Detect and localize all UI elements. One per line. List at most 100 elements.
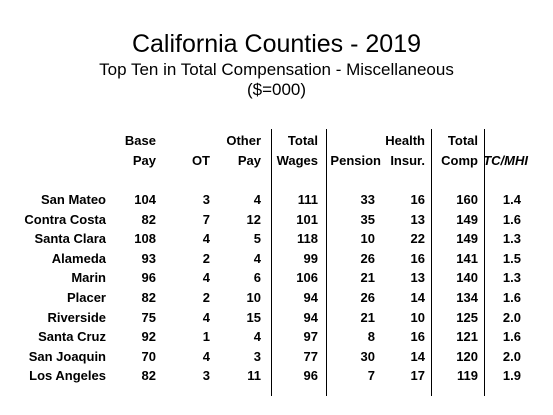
header-ot: OT xyxy=(191,153,210,168)
total-wages-value: 77 xyxy=(303,349,318,364)
pension-value: 35 xyxy=(360,212,375,227)
county-name: San Joaquin xyxy=(28,349,106,364)
health-insurance-value: 10 xyxy=(410,310,425,325)
pension-value: 21 xyxy=(360,270,375,285)
header-total-wages-line1: Total xyxy=(287,133,318,148)
base-pay-value: 96 xyxy=(141,270,156,285)
base-pay-value: 108 xyxy=(134,231,156,246)
health-insurance-value: 13 xyxy=(410,212,425,227)
total-comp-value: 141 xyxy=(456,251,478,266)
other-pay-value: 3 xyxy=(253,349,261,364)
total-comp-value: 149 xyxy=(456,212,478,227)
other-pay-value: 4 xyxy=(253,329,261,344)
tc-mhi-value: 1.5 xyxy=(502,251,521,266)
county-name: Riverside xyxy=(47,310,106,325)
other-pay-value: 12 xyxy=(246,212,261,227)
ot-value: 1 xyxy=(202,329,210,344)
ot-value: 4 xyxy=(202,270,210,285)
base-pay-value: 82 xyxy=(141,212,156,227)
total-wages-value: 97 xyxy=(303,329,318,344)
header-total-wages-line2: Wages xyxy=(276,153,318,168)
base-pay-value: 70 xyxy=(141,349,156,364)
page-subtitle: Top Ten in Total Compensation - Miscella… xyxy=(99,60,454,79)
tc-mhi-value: 1.3 xyxy=(502,270,521,285)
tc-mhi-value: 1.6 xyxy=(502,212,521,227)
tc-mhi-value: 2.0 xyxy=(502,349,521,364)
total-comp-value: 121 xyxy=(456,329,478,344)
county-name: Santa Cruz xyxy=(38,329,106,344)
pension-value: 26 xyxy=(360,290,375,305)
total-wages-value: 96 xyxy=(303,368,318,383)
pension-value: 10 xyxy=(360,231,375,246)
base-pay-value: 82 xyxy=(141,368,156,383)
ot-value: 4 xyxy=(202,231,210,246)
base-pay-value: 92 xyxy=(141,329,156,344)
ot-value: 3 xyxy=(202,368,210,383)
units-note: ($=000) xyxy=(246,80,307,99)
ot-value: 4 xyxy=(202,349,210,364)
total-comp-value: 140 xyxy=(456,270,478,285)
ot-value: 2 xyxy=(202,290,210,305)
total-comp-value: 134 xyxy=(456,290,478,305)
pension-value: 21 xyxy=(360,310,375,325)
health-insurance-value: 17 xyxy=(410,368,425,383)
pension-value: 26 xyxy=(360,251,375,266)
ot-value: 7 xyxy=(202,212,210,227)
pension-value: 7 xyxy=(367,368,375,383)
header-health-insurance-line1: Health xyxy=(385,133,425,148)
other-pay-value: 4 xyxy=(253,192,261,207)
tc-mhi-value: 2.0 xyxy=(502,310,521,325)
ot-value: 4 xyxy=(202,310,210,325)
header-other-pay-line1: Other xyxy=(226,133,261,148)
total-comp-value: 119 xyxy=(457,368,478,383)
header-health-insurance-line2: Insur. xyxy=(390,153,425,168)
header-base-pay-line2: Pay xyxy=(132,153,156,168)
county-name: Alameda xyxy=(51,251,106,266)
total-comp-value: 125 xyxy=(456,310,478,325)
total-wages-value: 99 xyxy=(303,251,318,266)
other-pay-value: 6 xyxy=(253,270,261,285)
total-comp-value: 149 xyxy=(456,231,478,246)
health-insurance-value: 22 xyxy=(410,231,425,246)
header-base-pay-line1: Base xyxy=(124,133,156,148)
base-pay-value: 82 xyxy=(141,290,156,305)
tc-mhi-value: 1.3 xyxy=(502,231,521,246)
total-wages-value: 94 xyxy=(303,310,318,325)
header-other-pay-line2: Pay xyxy=(237,153,261,168)
column-divider-after-total-wages xyxy=(326,129,327,396)
header-tc-mhi: TC/MHI xyxy=(483,153,528,168)
health-insurance-value: 16 xyxy=(410,329,425,344)
total-wages-value: 101 xyxy=(296,212,318,227)
county-name: Marin xyxy=(71,270,106,285)
ot-value: 3 xyxy=(202,192,210,207)
total-comp-value: 160 xyxy=(456,192,478,207)
other-pay-value: 10 xyxy=(246,290,261,305)
county-name: Los Angeles xyxy=(29,368,106,383)
health-insurance-value: 16 xyxy=(410,251,425,266)
header-total-comp-line1: Total xyxy=(447,133,478,148)
base-pay-value: 93 xyxy=(141,251,156,266)
county-name: Contra Costa xyxy=(24,212,106,227)
tc-mhi-value: 1.6 xyxy=(502,290,521,305)
tc-mhi-value: 1.6 xyxy=(502,329,521,344)
other-pay-value: 15 xyxy=(246,310,261,325)
health-insurance-value: 14 xyxy=(410,349,425,364)
total-wages-value: 111 xyxy=(297,192,318,207)
tc-mhi-value: 1.9 xyxy=(502,368,521,383)
other-pay-value: 4 xyxy=(253,251,261,266)
ot-value: 2 xyxy=(202,251,210,266)
other-pay-value: 5 xyxy=(253,231,261,246)
tc-mhi-value: 1.4 xyxy=(502,192,521,207)
total-wages-value: 94 xyxy=(303,290,318,305)
base-pay-value: 104 xyxy=(134,192,156,207)
county-name: San Mateo xyxy=(40,192,106,207)
total-comp-value: 120 xyxy=(456,349,478,364)
county-name: Placer xyxy=(66,290,106,305)
pension-value: 30 xyxy=(360,349,375,364)
health-insurance-value: 16 xyxy=(410,192,425,207)
health-insurance-value: 13 xyxy=(410,270,425,285)
county-name: Santa Clara xyxy=(34,231,106,246)
total-wages-value: 106 xyxy=(296,270,318,285)
total-wages-value: 118 xyxy=(297,231,318,246)
